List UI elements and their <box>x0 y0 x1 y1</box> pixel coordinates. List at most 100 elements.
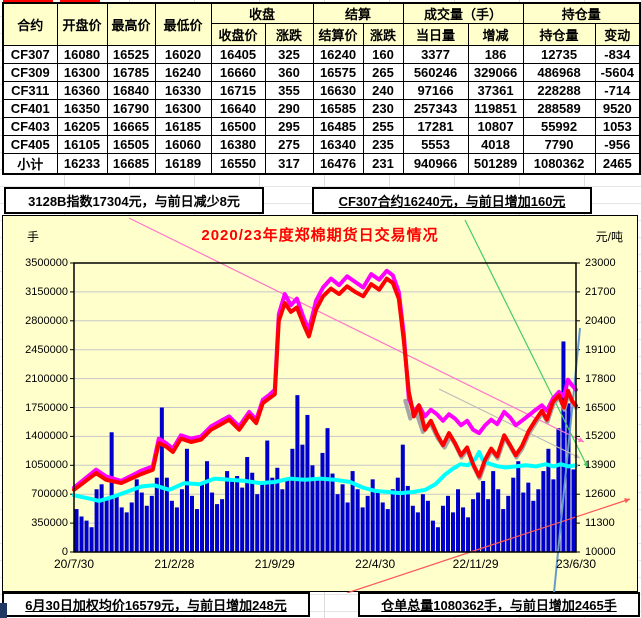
cell[interactable]: 2465 <box>594 153 641 175</box>
cell[interactable]: 230 <box>362 99 404 118</box>
cell[interactable]: 16550 <box>210 153 266 175</box>
cell[interactable]: 9520 <box>594 99 641 118</box>
cell[interactable]: 10807 <box>467 117 524 136</box>
cell[interactable]: 17281 <box>402 117 469 136</box>
cell[interactable]: 329066 <box>467 63 524 82</box>
cell[interactable]: 16790 <box>106 99 156 118</box>
group-header-1[interactable]: 结算 <box>312 2 404 24</box>
cell[interactable]: 16640 <box>210 99 266 118</box>
cell[interactable]: 16405 <box>210 45 266 64</box>
sub-header-7[interactable]: 变动 <box>594 23 641 46</box>
cell[interactable]: 486968 <box>522 63 596 82</box>
cell[interactable]: 119851 <box>467 99 524 118</box>
cell[interactable]: 16020 <box>154 45 212 64</box>
cell[interactable]: 1053 <box>594 117 641 136</box>
sub-header-5[interactable]: 增减 <box>467 23 524 46</box>
cell[interactable]: 295 <box>264 117 314 136</box>
index-info-box[interactable]: 3128B指数17304元，与前日减少8元 <box>4 187 264 214</box>
col-header-2[interactable]: 最高价 <box>106 2 156 46</box>
cell[interactable]: 小计 <box>2 153 58 175</box>
cell[interactable]: 16360 <box>56 81 108 100</box>
cell[interactable]: -5604 <box>594 63 641 82</box>
cell[interactable]: -714 <box>594 81 641 100</box>
cell[interactable]: 16080 <box>56 45 108 64</box>
cell[interactable]: 160 <box>362 45 404 64</box>
cell[interactable]: 16300 <box>56 63 108 82</box>
cell[interactable]: CF403 <box>2 117 58 136</box>
cell[interactable]: 275 <box>264 135 314 154</box>
sub-header-3[interactable]: 涨跌 <box>362 23 404 46</box>
cell[interactable]: 16660 <box>210 63 266 82</box>
futures-table[interactable]: 合约 开盘价 最高价 最低价 收盘 结算 成交量（手） 持仓量 收盘价 涨跌 结算价 涨跌 当日量 增减持… <box>2 2 641 175</box>
cell[interactable]: 940966 <box>402 153 469 175</box>
cell[interactable]: 16575 <box>312 63 364 82</box>
cell[interactable]: 55992 <box>522 117 596 136</box>
cell[interactable]: 16665 <box>106 117 156 136</box>
cell[interactable]: 16485 <box>312 117 364 136</box>
cell[interactable]: 16340 <box>312 135 364 154</box>
cell[interactable]: 501289 <box>467 153 524 175</box>
sub-header-2[interactable]: 结算价 <box>312 23 364 46</box>
sub-header-4[interactable]: 当日量 <box>402 23 469 46</box>
sub-header-1[interactable]: 涨跌 <box>264 23 314 46</box>
cell[interactable]: 265 <box>362 63 404 82</box>
cell[interactable]: 290 <box>264 99 314 118</box>
cell[interactable]: 16715 <box>210 81 266 100</box>
cf307-info-box[interactable]: CF307合约16240元，与前日增加160元 <box>312 187 592 214</box>
col-header-1[interactable]: 开盘价 <box>56 2 108 46</box>
cell[interactable]: 257343 <box>402 99 469 118</box>
cell[interactable]: 97166 <box>402 81 469 100</box>
cell[interactable]: 1080362 <box>522 153 596 175</box>
cell[interactable]: 7790 <box>522 135 596 154</box>
cell[interactable]: 16233 <box>56 153 108 175</box>
cell[interactable]: 4018 <box>467 135 524 154</box>
group-header-3[interactable]: 持仓量 <box>522 2 641 24</box>
cell[interactable]: 16500 <box>210 117 266 136</box>
cell[interactable]: 16105 <box>56 135 108 154</box>
cell[interactable]: 16685 <box>106 153 156 175</box>
col-header-3[interactable]: 最低价 <box>154 2 212 46</box>
cell[interactable]: 3377 <box>402 45 469 64</box>
cell[interactable]: 16840 <box>106 81 156 100</box>
cell[interactable]: 228288 <box>522 81 596 100</box>
cell[interactable]: 12735 <box>522 45 596 64</box>
cell[interactable]: 16330 <box>154 81 212 100</box>
cell[interactable]: CF307 <box>2 45 58 64</box>
cell[interactable]: 16185 <box>154 117 212 136</box>
receipts-total-box[interactable]: 仓单总量1080362手，与前日增加2465手 <box>358 592 640 617</box>
cell[interactable]: 16240 <box>154 63 212 82</box>
cell[interactable]: 186 <box>467 45 524 64</box>
cell[interactable]: 16785 <box>106 63 156 82</box>
weighted-avg-box[interactable]: 6月30日加权均价16579元，与前日增加248元 <box>2 592 310 617</box>
cell[interactable]: CF401 <box>2 99 58 118</box>
cell[interactable]: 16300 <box>154 99 212 118</box>
cell[interactable]: 16240 <box>312 45 364 64</box>
cell[interactable]: 360 <box>264 63 314 82</box>
cell[interactable]: 255 <box>362 117 404 136</box>
cell[interactable]: 16380 <box>210 135 266 154</box>
sub-header-0[interactable]: 收盘价 <box>210 23 266 46</box>
cell[interactable]: 355 <box>264 81 314 100</box>
cell[interactable]: CF309 <box>2 63 58 82</box>
cell[interactable]: 240 <box>362 81 404 100</box>
cell[interactable]: CF311 <box>2 81 58 100</box>
cell[interactable]: 325 <box>264 45 314 64</box>
cell[interactable]: 37361 <box>467 81 524 100</box>
price-volume-chart[interactable]: 2020/23年度郑棉期货日交易情况 手 元/吨 3500000 3150000 2… <box>2 215 638 593</box>
cell[interactable]: 288589 <box>522 99 596 118</box>
group-header-0[interactable]: 收盘 <box>210 2 314 24</box>
cell[interactable]: 16060 <box>154 135 212 154</box>
sub-header-6[interactable]: 持仓量 <box>522 23 596 46</box>
cell[interactable]: 16205 <box>56 117 108 136</box>
cell[interactable]: CF405 <box>2 135 58 154</box>
cell[interactable]: 16630 <box>312 81 364 100</box>
cell[interactable]: 16585 <box>312 99 364 118</box>
cell[interactable]: 5553 <box>402 135 469 154</box>
cell[interactable]: 16476 <box>312 153 364 175</box>
cell[interactable]: -834 <box>594 45 641 64</box>
cell[interactable]: -956 <box>594 135 641 154</box>
cell[interactable]: 231 <box>362 153 404 175</box>
cell[interactable]: 560246 <box>402 63 469 82</box>
cell[interactable]: 16525 <box>106 45 156 64</box>
cell[interactable]: 16350 <box>56 99 108 118</box>
